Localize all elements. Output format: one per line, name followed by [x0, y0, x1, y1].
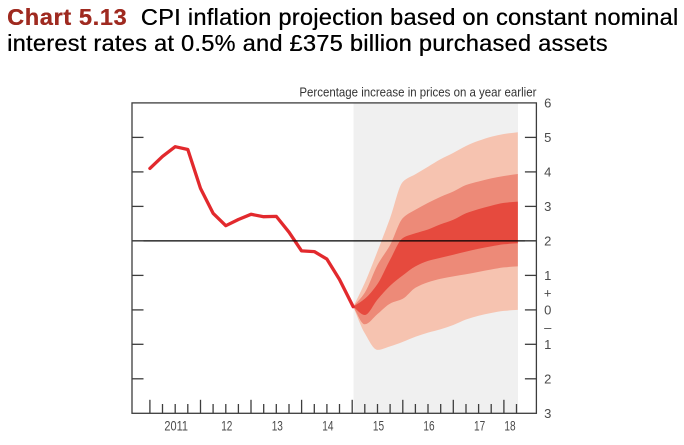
svg-text:Percentage increase in prices: Percentage increase in prices on a year … [299, 85, 537, 100]
svg-text:2: 2 [544, 234, 551, 249]
svg-text:15: 15 [373, 418, 384, 433]
svg-text:4: 4 [544, 165, 551, 180]
svg-text:1: 1 [544, 337, 551, 352]
svg-text:1: 1 [544, 268, 551, 283]
svg-text:5: 5 [544, 130, 551, 145]
svg-text:+: + [544, 285, 552, 300]
svg-text:2: 2 [544, 372, 551, 387]
svg-text:16: 16 [423, 418, 434, 433]
svg-text:17: 17 [474, 418, 485, 433]
svg-text:0: 0 [544, 303, 551, 318]
svg-text:12: 12 [221, 418, 232, 433]
svg-text:14: 14 [322, 418, 334, 433]
svg-text:6: 6 [544, 96, 551, 111]
svg-text:–: – [544, 320, 552, 335]
svg-text:18: 18 [504, 418, 515, 433]
svg-text:3: 3 [544, 406, 551, 421]
svg-text:2011: 2011 [164, 418, 188, 433]
svg-text:3: 3 [544, 199, 551, 214]
svg-text:13: 13 [272, 418, 283, 433]
